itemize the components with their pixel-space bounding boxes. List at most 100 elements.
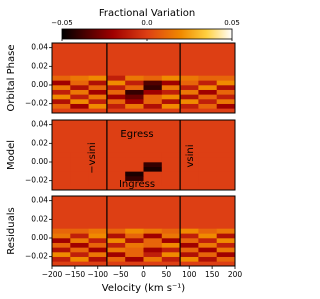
heatmap-cell (88, 256, 108, 262)
heatmap-cell (70, 180, 89, 186)
x-tick-label: 0 (141, 270, 146, 279)
heatmap-cell (143, 94, 163, 100)
heatmap-cell (180, 94, 199, 100)
heatmap-cell (198, 252, 217, 257)
heatmap-cell (52, 89, 71, 95)
heatmap-cell (143, 162, 163, 167)
heatmap-cell (52, 99, 71, 104)
heatmap-cell (106, 176, 126, 181)
heatmap-cell (88, 252, 108, 257)
heatmap-cell (52, 166, 71, 172)
heatmap-cell (180, 171, 199, 177)
heatmap-cell (106, 103, 126, 109)
heatmap-cell (88, 94, 108, 100)
heatmap-cell (88, 85, 108, 90)
heatmap-cell (161, 176, 181, 181)
heatmap-cell (161, 85, 181, 90)
heatmap-cell (216, 162, 236, 167)
y-tick-label: −0.02 (25, 176, 48, 185)
heatmap-cell (70, 176, 89, 181)
heatmap-cell (216, 180, 236, 186)
heatmap-cell (52, 162, 71, 167)
heatmap-cell (106, 180, 126, 186)
x-tick-label: 150 (205, 270, 220, 279)
heatmap-cell (180, 85, 199, 90)
heatmap-cell (125, 247, 144, 253)
heatmap-cell (216, 152, 236, 158)
y-tick-label: 0.04 (31, 196, 48, 205)
heatmap-cell (198, 233, 217, 239)
heatmap-cell (106, 238, 126, 243)
heatmap-cell (216, 75, 236, 81)
heatmap-cell (198, 89, 217, 95)
heatmap-cell (180, 256, 199, 262)
heatmap-cell (198, 99, 217, 104)
x-tick-label: 200 (228, 270, 243, 279)
heatmap-cell (70, 238, 89, 243)
heatmap-cell (143, 166, 163, 172)
x-tick-label: −100 (87, 270, 108, 279)
heatmap-cell (180, 166, 199, 172)
heatmap-cell (161, 233, 181, 239)
heatmap-cell (52, 80, 71, 86)
heatmap-cell (88, 157, 108, 163)
panel-frame (51, 42, 236, 114)
heatmap-cell (52, 242, 71, 248)
y-axis-label: Model (6, 140, 17, 170)
heatmap-cell (125, 242, 144, 248)
heatmap-cell (216, 228, 236, 234)
heatmap-cell (161, 89, 181, 95)
y-tick-label: 0.00 (31, 80, 48, 89)
heatmap-cell (180, 176, 199, 181)
x-tick-label: −150 (65, 270, 86, 279)
heatmap-cell (198, 238, 217, 243)
heatmap-cell (198, 80, 217, 86)
heatmap-cell (161, 252, 181, 257)
heatmap-cell (52, 247, 71, 253)
heatmap-cell (70, 171, 89, 177)
heatmap-cell (180, 242, 199, 248)
heatmap-cell (143, 238, 163, 243)
heatmap-cell (70, 85, 89, 90)
heatmap-cell (88, 152, 108, 158)
heatmap-cell (70, 157, 89, 163)
y-tick-label: 0.02 (31, 138, 48, 147)
heatmap-cell (161, 162, 181, 167)
annotation: −vsini (87, 142, 98, 173)
heatmap-cell (198, 228, 217, 234)
heatmap-cell (52, 228, 71, 234)
y-axis-label: Orbital Phase (6, 45, 17, 112)
x-axis-label: Velocity (km s⁻¹) (102, 283, 186, 294)
heatmap-cell (143, 252, 163, 257)
heatmap-cell (198, 176, 217, 181)
heatmap-cell (106, 85, 126, 90)
heatmap-cell (180, 89, 199, 95)
heatmap-cell (161, 94, 181, 100)
heatmap-cell (70, 256, 89, 262)
heatmap-cell (70, 166, 89, 172)
heatmap-cell (52, 103, 71, 109)
heatmap-cell (106, 99, 126, 104)
heatmap-cell (161, 166, 181, 172)
colorbar-title: Fractional Variation (99, 8, 195, 19)
heatmap-cell (70, 89, 89, 95)
heatmap-cell (143, 242, 163, 248)
heatmap-cell (198, 162, 217, 167)
heatmap-cell (143, 157, 163, 163)
heatmap-cell (125, 228, 144, 234)
heatmap-cell (70, 242, 89, 248)
heatmap-cell (70, 233, 89, 239)
heatmap-cell (216, 85, 236, 90)
heatmap-cell (88, 75, 108, 81)
heatmap-cell (88, 162, 108, 167)
heatmap-cell (125, 180, 144, 186)
heatmap-cell (106, 233, 126, 239)
heatmap-cell (161, 157, 181, 163)
heatmap-cell (143, 85, 163, 90)
heatmap-cell (125, 171, 144, 177)
x-tick-label: 50 (162, 270, 172, 279)
heatmap-cell (216, 103, 236, 109)
heatmap-cell (106, 94, 126, 100)
colorbar-tick-label: 0.05 (224, 19, 240, 27)
heatmap-cell (88, 233, 108, 239)
